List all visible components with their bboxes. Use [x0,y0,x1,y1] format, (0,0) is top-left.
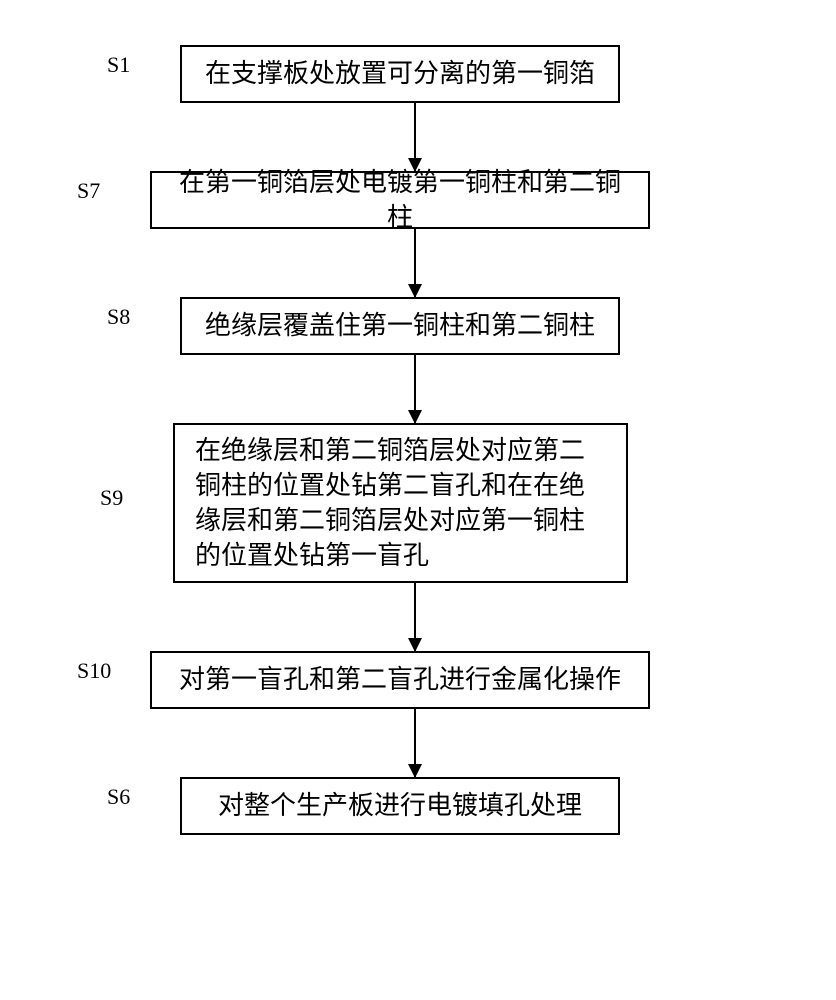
step-text-s9: 在绝缘层和第二铜箔层处对应第二铜柱的位置处钻第二盲孔和在在绝缘层和第二铜箔层处对… [195,433,606,573]
step-label-s9: S9 [100,485,123,511]
step-text-s8: 绝缘层覆盖住第一铜柱和第二铜柱 [205,308,595,343]
step-label-s10: S10 [77,658,111,684]
step-s9: S9 在绝缘层和第二铜箔层处对应第二铜柱的位置处钻第二盲孔和在在绝缘层和第二铜箔… [173,423,628,583]
step-s1: S1 在支撑板处放置可分离的第一铜箔 [180,45,620,103]
flowchart-container: S1 在支撑板处放置可分离的第一铜箔 S7 在第一铜箔层处电镀第一铜柱和第二铜柱… [135,45,695,835]
connector-1 [414,103,416,171]
step-label-s1: S1 [107,52,130,78]
arrow-head-icon [408,638,422,652]
step-text-s7: 在第一铜箔层处电镀第一铜柱和第二铜柱 [172,165,628,235]
arrow-head-icon [408,284,422,298]
step-text-s10: 对第一盲孔和第二盲孔进行金属化操作 [179,662,621,697]
step-label-s7: S7 [77,178,100,204]
step-s6: S6 对整个生产板进行电镀填孔处理 [180,777,620,835]
arrow-head-icon [408,764,422,778]
step-s8: S8 绝缘层覆盖住第一铜柱和第二铜柱 [180,297,620,355]
arrow-head-icon [408,410,422,424]
connector-4 [414,583,416,651]
step-s10: S10 对第一盲孔和第二盲孔进行金属化操作 [150,651,650,709]
step-text-s6: 对整个生产板进行电镀填孔处理 [218,788,582,823]
step-label-s8: S8 [107,304,130,330]
connector-5 [414,709,416,777]
connector-3 [414,355,416,423]
step-s7: S7 在第一铜箔层处电镀第一铜柱和第二铜柱 [150,171,650,229]
connector-2 [414,229,416,297]
step-text-s1: 在支撑板处放置可分离的第一铜箔 [205,56,595,91]
step-label-s6: S6 [107,784,130,810]
